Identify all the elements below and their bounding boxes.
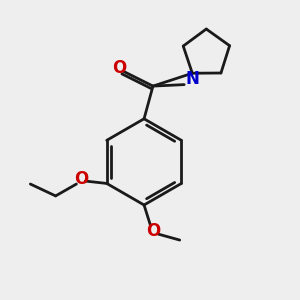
Text: O: O bbox=[146, 222, 161, 240]
Text: N: N bbox=[185, 70, 199, 88]
Text: O: O bbox=[74, 170, 88, 188]
Text: O: O bbox=[112, 59, 126, 77]
